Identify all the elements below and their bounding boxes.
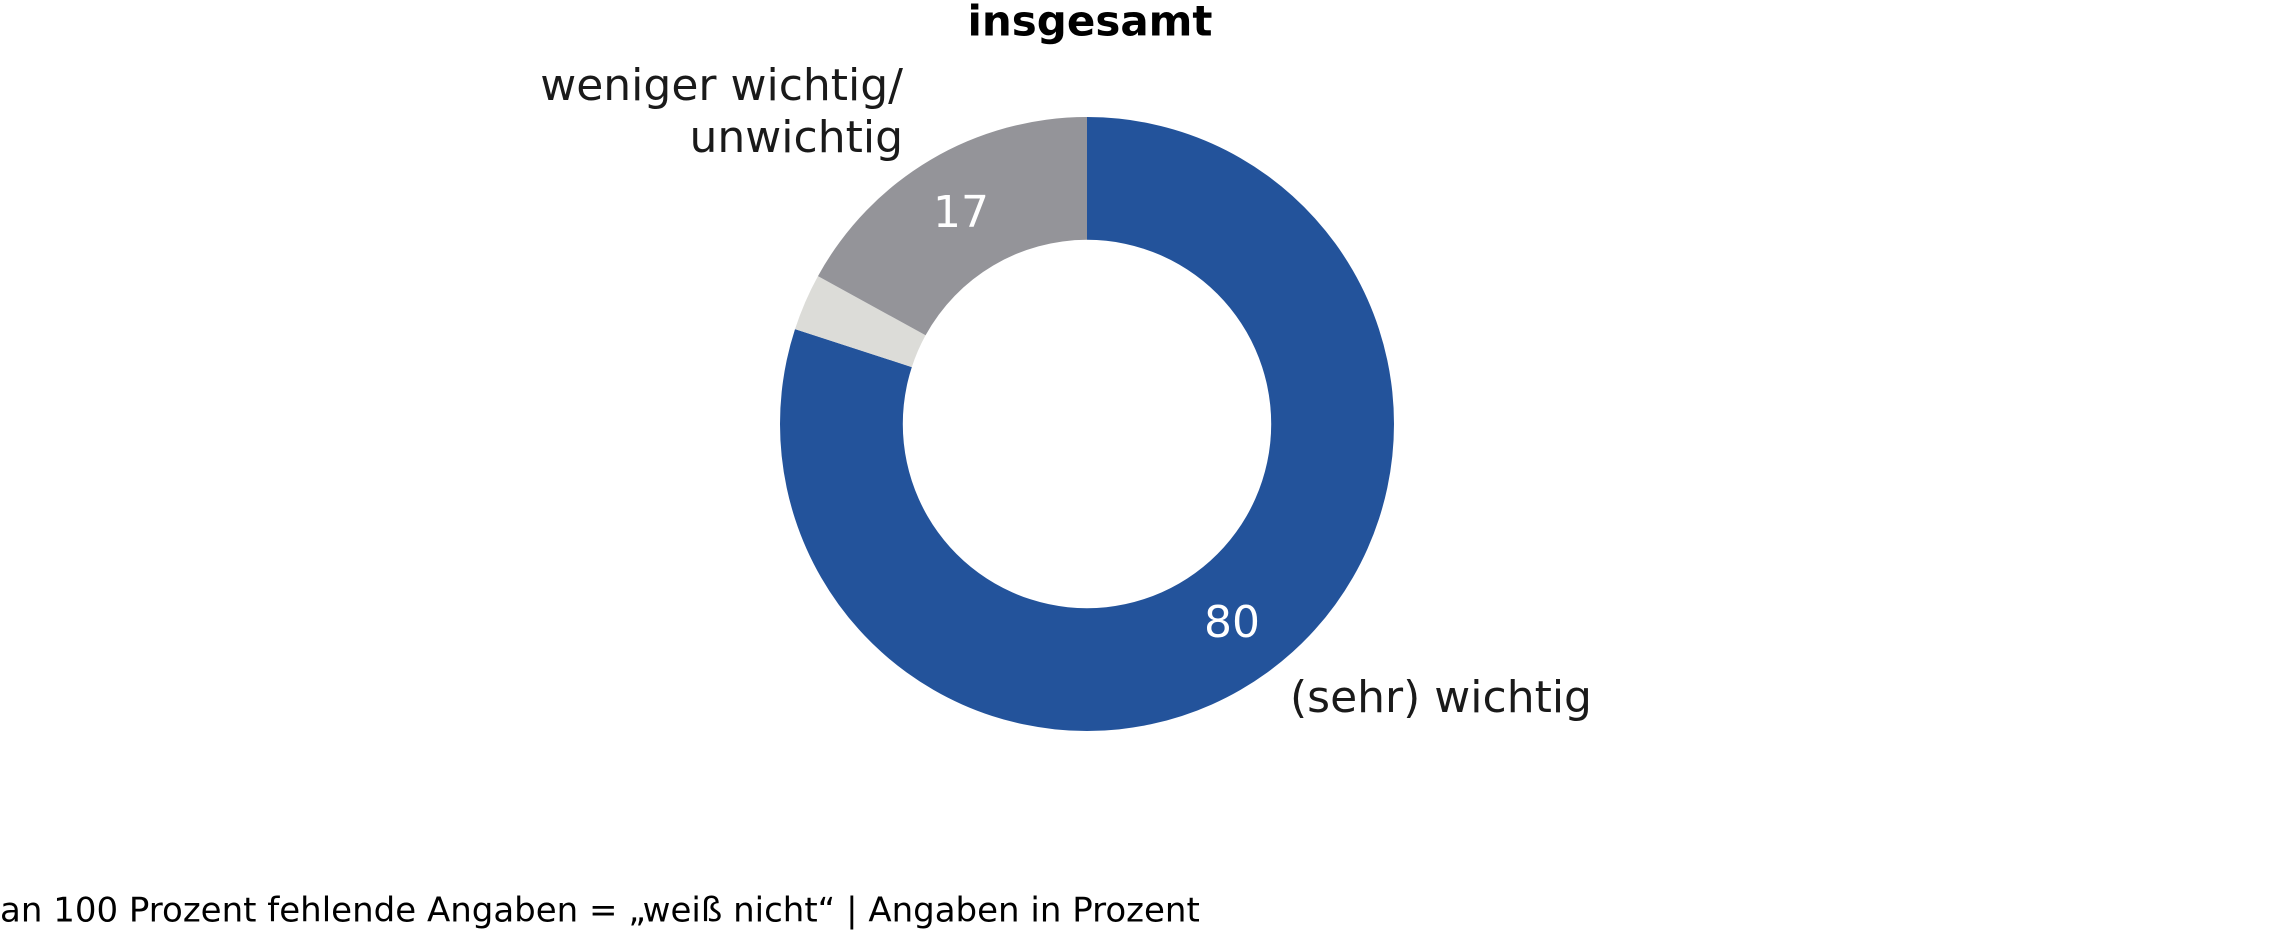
value-label: 80 — [1204, 597, 1260, 648]
slice — [795, 276, 926, 368]
value-label: 17 — [933, 187, 989, 238]
slice — [817, 117, 1087, 336]
footnote: an 100 Prozent fehlende Angaben = „weiß … — [0, 891, 1200, 930]
chart-title: insgesamt — [967, 0, 1212, 46]
category-label: weniger wichtig/ unwichtig — [540, 60, 903, 163]
category-label: (sehr) wichtig — [1290, 672, 1592, 723]
donut: 80 17 — [780, 117, 1394, 731]
slice — [780, 117, 1394, 731]
